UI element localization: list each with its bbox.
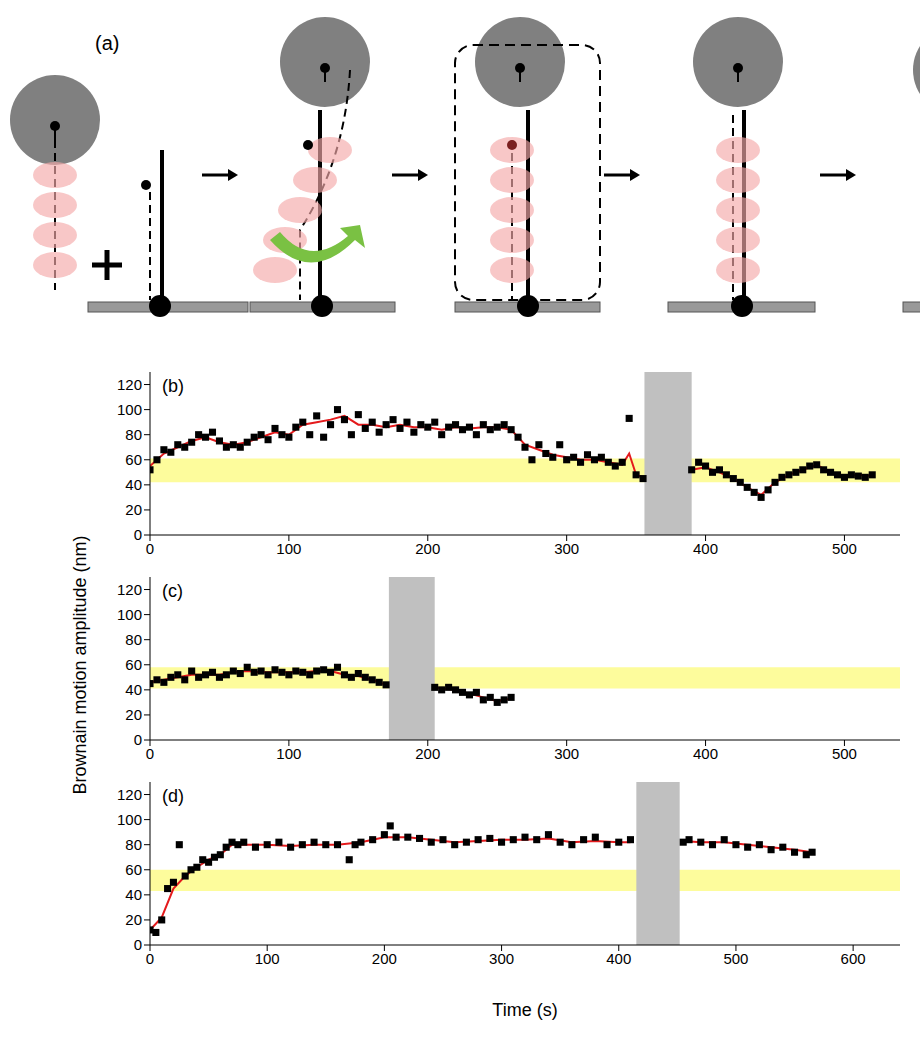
- svg-text:60: 60: [125, 861, 142, 878]
- svg-text:40: 40: [125, 681, 142, 698]
- svg-text:0: 0: [134, 526, 142, 543]
- svg-text:120: 120: [117, 786, 142, 803]
- svg-text:60: 60: [125, 451, 142, 468]
- svg-text:40: 40: [125, 886, 142, 903]
- svg-text:400: 400: [606, 950, 631, 967]
- svg-text:100: 100: [255, 950, 280, 967]
- svg-text:300: 300: [489, 950, 514, 967]
- svg-text:100: 100: [117, 811, 142, 828]
- html-text:(c): (c): [162, 581, 183, 601]
- svg-text:80: 80: [125, 631, 142, 648]
- svg-text:20: 20: [125, 911, 142, 928]
- svg-text:20: 20: [125, 501, 142, 518]
- svg-text:0: 0: [146, 950, 154, 967]
- svg-text:80: 80: [125, 836, 142, 853]
- svg-text:100: 100: [276, 745, 301, 762]
- svg-text:(a): (a): [95, 32, 119, 54]
- svg-text:100: 100: [276, 540, 301, 557]
- html-text:Brownain motion amplitude (nm): Brownain motion amplitude (nm): [70, 535, 90, 795]
- svg-text:60: 60: [125, 656, 142, 673]
- svg-text:300: 300: [554, 540, 579, 557]
- html-text:(b): (b): [162, 376, 184, 396]
- svg-text:500: 500: [832, 540, 857, 557]
- svg-text:0: 0: [134, 731, 142, 748]
- html-text:(d): (d): [162, 786, 184, 806]
- svg-text:120: 120: [117, 581, 142, 598]
- svg-text:200: 200: [415, 540, 440, 557]
- svg-text:0: 0: [146, 745, 154, 762]
- svg-text:300: 300: [554, 745, 579, 762]
- svg-text:500: 500: [832, 745, 857, 762]
- svg-text:500: 500: [723, 950, 748, 967]
- svg-text:200: 200: [415, 745, 440, 762]
- svg-text:40: 40: [125, 476, 142, 493]
- svg-text:200: 200: [372, 950, 397, 967]
- svg-text:80: 80: [125, 426, 142, 443]
- svg-text:0: 0: [134, 936, 142, 953]
- svg-text:120: 120: [117, 376, 142, 393]
- svg-text:20: 20: [125, 706, 142, 723]
- svg-text:600: 600: [841, 950, 866, 967]
- svg-text:400: 400: [693, 745, 718, 762]
- svg-text:0: 0: [146, 540, 154, 557]
- svg-text:100: 100: [117, 606, 142, 623]
- svg-text:400: 400: [693, 540, 718, 557]
- svg-text:100: 100: [117, 401, 142, 418]
- html-text:Time (s): Time (s): [492, 1000, 558, 1020]
